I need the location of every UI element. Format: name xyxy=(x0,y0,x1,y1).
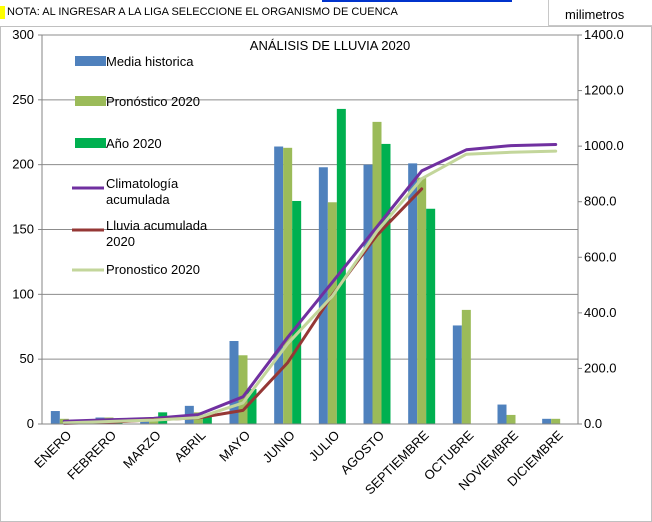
bar xyxy=(229,341,239,424)
bar xyxy=(497,404,507,424)
series-line xyxy=(62,143,558,423)
legend-label: Pronóstico 2020 xyxy=(106,94,200,109)
bar xyxy=(551,418,561,424)
legend-label: 2020 xyxy=(106,234,135,249)
bar xyxy=(327,202,337,424)
legend-label: Año 2020 xyxy=(106,136,162,151)
axes xyxy=(38,34,582,425)
legend-swatch xyxy=(75,56,106,66)
right-tick-label: 1400.0 xyxy=(584,27,624,42)
bar xyxy=(417,177,427,424)
legend-swatch xyxy=(75,138,106,148)
right-tick-label: 600.0 xyxy=(584,249,617,264)
bar xyxy=(408,163,418,424)
left-tick-label: 100 xyxy=(12,286,34,301)
bar xyxy=(50,411,60,424)
legend-label: Media historica xyxy=(106,54,194,69)
left-tick-label: 200 xyxy=(12,157,34,172)
left-axis-ticks: 0 50 100 150 200 250 300 xyxy=(12,27,34,431)
bar xyxy=(283,147,293,424)
bar xyxy=(372,121,382,425)
left-tick-label: 0 xyxy=(27,416,34,431)
units-label: milimetros xyxy=(565,7,625,22)
bar xyxy=(336,108,346,424)
bar xyxy=(363,164,373,424)
legend-label: acumulada xyxy=(106,192,170,207)
bar xyxy=(274,146,284,424)
legend: Media historica Pronóstico 2020 Año 2020 Cl… xyxy=(72,54,208,277)
bar xyxy=(292,200,302,424)
top-bar: NOTA: AL INGRESAR A LA LIGA SELECCIONE E… xyxy=(0,0,652,26)
note-text: NOTA: AL INGRESAR A LA LIGA SELECCIONE E… xyxy=(7,6,398,18)
lines xyxy=(62,143,558,425)
bar xyxy=(381,143,391,425)
series-line xyxy=(62,149,558,425)
right-tick-label: 400.0 xyxy=(584,305,617,320)
right-tick-label: 800.0 xyxy=(584,194,617,209)
bar xyxy=(202,414,212,424)
note-link[interactable] xyxy=(322,0,512,2)
bar xyxy=(426,208,436,424)
legend-label: Climatología xyxy=(106,176,179,191)
bar xyxy=(452,325,462,424)
right-tick-label: 200.0 xyxy=(584,360,617,375)
units-cell xyxy=(548,0,652,26)
legend-label: Pronostico 2020 xyxy=(106,262,200,277)
bar xyxy=(506,414,516,424)
bar xyxy=(238,355,248,424)
right-tick-label: 1000.0 xyxy=(584,138,624,153)
left-tick-label: 150 xyxy=(12,222,34,237)
bar xyxy=(542,418,552,424)
note-marker xyxy=(0,6,5,19)
right-tick-label: 1200.0 xyxy=(584,83,624,98)
right-axis-ticks: 0.0 200.0 400.0 600.0 800.0 1000.0 1200.0 1400.… xyxy=(584,27,624,431)
chart-title: ANÁLISIS DE LLUVIA 2020 xyxy=(250,38,410,53)
legend-swatch xyxy=(75,96,106,106)
bar xyxy=(247,388,257,424)
left-tick-label: 250 xyxy=(12,92,34,107)
left-tick-label: 300 xyxy=(12,27,34,42)
legend-label: Lluvia acumulada xyxy=(106,218,208,233)
left-tick-label: 50 xyxy=(20,351,34,366)
bar xyxy=(461,309,471,424)
rainfall-chart: 0 50 100 150 200 250 300 0.0 200.0 400.0 600.0 800… xyxy=(0,26,652,522)
right-tick-label: 0.0 xyxy=(584,416,602,431)
